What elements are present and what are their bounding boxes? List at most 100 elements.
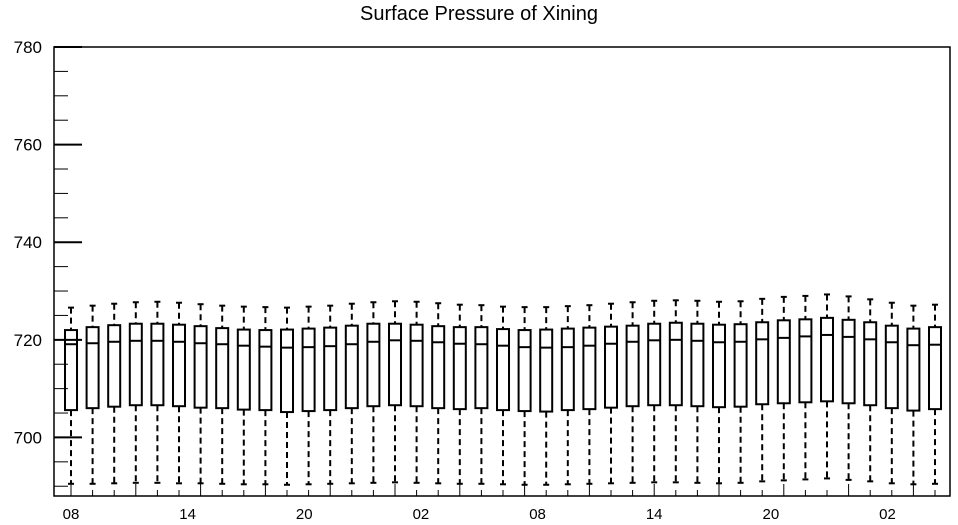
iqr-box xyxy=(452,326,467,411)
box-27 xyxy=(647,299,662,484)
box-30 xyxy=(712,300,726,485)
iqr-box xyxy=(496,328,510,412)
iqr-box xyxy=(236,328,251,411)
iqr-box xyxy=(517,329,532,413)
y-axis: 700 720 740 760 780 xyxy=(14,38,82,487)
box-8 xyxy=(236,305,251,486)
box-38 xyxy=(884,301,899,485)
iqr-box xyxy=(258,329,273,412)
y-tick-label: 780 xyxy=(14,38,42,57)
box-34 xyxy=(798,294,813,481)
iqr-box xyxy=(798,318,813,404)
iqr-box xyxy=(64,329,78,412)
box-2 xyxy=(107,302,122,485)
x-tick-label: 14 xyxy=(179,506,196,523)
box-4 xyxy=(150,300,165,484)
iqr-box xyxy=(172,323,186,408)
box-10 xyxy=(280,306,294,486)
box-21 xyxy=(517,306,532,486)
box-20 xyxy=(496,305,510,486)
box-19 xyxy=(474,304,489,485)
iqr-box xyxy=(539,328,554,413)
iqr-box xyxy=(280,328,294,414)
box-22 xyxy=(539,306,554,486)
box-11 xyxy=(301,305,316,486)
iqr-box xyxy=(323,326,338,412)
iqr-box xyxy=(344,324,359,410)
iqr-box xyxy=(820,316,834,403)
iqr-box xyxy=(668,321,683,407)
y-tick-label: 700 xyxy=(14,428,42,447)
box-24 xyxy=(582,304,597,485)
box-33 xyxy=(776,295,791,482)
box-3 xyxy=(128,301,143,484)
iqr-box xyxy=(301,327,316,413)
iqr-box xyxy=(625,324,640,408)
iqr-box xyxy=(906,327,921,412)
iqr-box xyxy=(690,322,705,408)
box-12 xyxy=(323,304,338,485)
iqr-box xyxy=(193,325,208,409)
box-25 xyxy=(604,302,618,485)
iqr-box xyxy=(755,321,770,406)
iqr-box xyxy=(107,324,122,408)
iqr-box xyxy=(863,321,878,407)
box-6 xyxy=(193,303,208,485)
iqr-box xyxy=(712,323,726,409)
box-32 xyxy=(755,297,770,483)
box-39 xyxy=(906,304,921,486)
box-14 xyxy=(366,301,381,484)
iqr-box xyxy=(884,324,899,410)
iqr-box xyxy=(928,326,942,411)
box-15 xyxy=(388,300,402,484)
iqr-box xyxy=(733,323,748,408)
box-28 xyxy=(668,299,683,484)
iqr-box xyxy=(128,322,143,407)
plot-border xyxy=(53,46,951,497)
box-35 xyxy=(820,293,834,480)
box-29 xyxy=(690,299,705,484)
x-tick-label: 02 xyxy=(879,506,896,523)
iqr-box xyxy=(582,326,597,411)
iqr-box xyxy=(366,322,381,408)
y-tick-label: 720 xyxy=(14,331,42,350)
box-26 xyxy=(625,301,640,484)
box-40 xyxy=(928,303,942,485)
plot-frame xyxy=(53,46,951,497)
y-tick-label: 760 xyxy=(14,136,42,155)
iqr-box xyxy=(647,322,662,407)
y-tick-label: 740 xyxy=(14,233,42,252)
x-tick-label: 08 xyxy=(529,506,546,523)
x-tick-label: 14 xyxy=(646,506,663,523)
box-1 xyxy=(85,304,100,485)
iqr-box xyxy=(841,318,856,405)
box-37 xyxy=(863,298,878,483)
box-16 xyxy=(409,300,424,484)
iqr-box xyxy=(409,323,424,408)
x-tick-label: 20 xyxy=(762,506,779,523)
iqr-box xyxy=(431,325,446,410)
x-axis: 081420020814200208 xyxy=(63,484,936,523)
x-tick-label: 08 xyxy=(63,506,80,523)
x-tick-label: 20 xyxy=(296,506,313,523)
box-series xyxy=(64,293,942,486)
box-17 xyxy=(431,302,446,485)
iqr-box xyxy=(604,325,618,409)
box-7 xyxy=(215,304,230,485)
x-tick-label: 02 xyxy=(413,506,430,523)
iqr-box xyxy=(474,326,489,410)
box-31 xyxy=(733,300,748,484)
iqr-box xyxy=(776,319,791,405)
box-9 xyxy=(258,306,273,486)
iqr-box xyxy=(85,326,100,410)
box-18 xyxy=(452,303,467,485)
chart-title: Surface Pressure of Xining xyxy=(360,3,598,25)
iqr-box xyxy=(388,322,402,407)
box-0 xyxy=(64,306,78,485)
box-36 xyxy=(841,295,856,481)
iqr-box xyxy=(150,322,165,407)
box-5 xyxy=(172,301,186,485)
iqr-box xyxy=(560,327,575,412)
box-13 xyxy=(344,302,359,485)
